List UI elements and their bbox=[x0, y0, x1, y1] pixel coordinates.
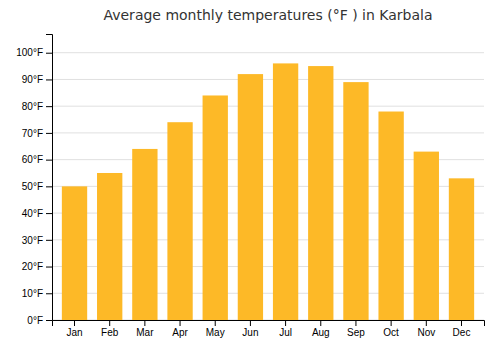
x-tick-label: May bbox=[206, 327, 225, 338]
x-tick-label: Sep bbox=[347, 327, 365, 338]
y-tick-label: 70°F bbox=[22, 128, 43, 139]
y-axis: 0°F 10°F 20°F 30°F 40°F 50°F 60°F 70°F 80°F 90°F 1… bbox=[16, 35, 52, 326]
x-tick: Sep bbox=[347, 320, 365, 338]
bar bbox=[414, 152, 439, 320]
bar bbox=[62, 186, 87, 320]
x-tick-mark bbox=[426, 320, 427, 326]
y-tick-mark bbox=[46, 79, 52, 80]
grid bbox=[52, 53, 484, 320]
x-tick: Dec bbox=[453, 320, 471, 338]
y-tick-label: 80°F bbox=[22, 101, 43, 112]
x-tick-mark bbox=[320, 320, 321, 326]
x-tick: Jul bbox=[279, 320, 292, 338]
grid-line bbox=[52, 132, 484, 133]
x-tick-label: Mar bbox=[136, 327, 154, 338]
x-tick-mark bbox=[391, 320, 392, 326]
grid-line bbox=[52, 79, 484, 80]
bar bbox=[449, 178, 474, 320]
y-tick: 70°F bbox=[22, 128, 52, 139]
y-tick-mark bbox=[46, 133, 52, 134]
x-tick-mark bbox=[144, 320, 145, 326]
x-tick: Aug bbox=[312, 320, 330, 338]
x-tick-label: Jul bbox=[279, 327, 292, 338]
x-tick-mark bbox=[461, 320, 462, 326]
y-tick: 0°F bbox=[27, 315, 52, 326]
y-tick-label: 40°F bbox=[22, 208, 43, 219]
bar bbox=[167, 122, 192, 320]
y-tick-mark bbox=[46, 320, 52, 321]
x-tick-mark bbox=[180, 320, 181, 326]
y-tick: 90°F bbox=[22, 74, 52, 85]
bar bbox=[238, 74, 263, 320]
title: Average monthly temperatures (°F ) in Ka… bbox=[103, 7, 432, 23]
x-tick-label: Aug bbox=[312, 327, 330, 338]
y-tick-label: 30°F bbox=[22, 235, 43, 246]
x-tick: Jun bbox=[242, 320, 258, 338]
y-tick: 50°F bbox=[22, 181, 52, 192]
y-tick-mark bbox=[46, 267, 52, 268]
bar bbox=[308, 66, 333, 320]
y-tick: 10°F bbox=[22, 288, 52, 299]
bar bbox=[132, 149, 157, 320]
y-tick-mark bbox=[46, 213, 52, 214]
y-tick-mark bbox=[46, 106, 52, 107]
y-tick-label: 60°F bbox=[22, 154, 43, 165]
y-tick: 20°F bbox=[22, 261, 52, 272]
x-tick-label: Apr bbox=[172, 327, 188, 338]
x-tick: Jan bbox=[66, 320, 82, 338]
x-tick-label: Nov bbox=[417, 327, 435, 338]
chart: 0°F 10°F 20°F 30°F 40°F 50°F 60°F 70°F 80°F 90°F 1… bbox=[0, 0, 500, 350]
x-tick: Apr bbox=[172, 320, 188, 338]
x-tick-mark bbox=[109, 320, 110, 326]
y-tick-label: 50°F bbox=[22, 181, 43, 192]
y-tick-mark bbox=[46, 293, 52, 294]
y-tick-mark bbox=[46, 240, 52, 241]
y-tick-mark bbox=[46, 53, 52, 54]
y-tick: 40°F bbox=[22, 208, 52, 219]
x-tick: Oct bbox=[383, 320, 399, 338]
x-tick: Feb bbox=[101, 320, 119, 338]
x-tick-mark bbox=[285, 320, 286, 326]
y-tick-mark bbox=[46, 186, 52, 187]
x-tick: Nov bbox=[417, 320, 435, 338]
x-axis: Jan Feb Mar Apr May Jun Jul Aug Sep Oct Nov Dec bbox=[53, 320, 485, 338]
x-tick-label: Dec bbox=[453, 327, 471, 338]
bar bbox=[343, 82, 368, 320]
y-axis-line bbox=[46, 35, 53, 321]
x-tick-mark bbox=[215, 320, 216, 326]
x-tick-mark bbox=[250, 320, 251, 326]
y-tick-label: 20°F bbox=[22, 261, 43, 272]
bar bbox=[203, 95, 228, 320]
y-tick: 80°F bbox=[22, 101, 52, 112]
x-axis-line bbox=[53, 321, 485, 327]
x-tick-label: Jun bbox=[242, 327, 258, 338]
y-tick-label: 10°F bbox=[22, 288, 43, 299]
y-tick-mark bbox=[46, 160, 52, 161]
y-tick: 30°F bbox=[22, 235, 52, 246]
y-tick-label: 90°F bbox=[22, 74, 43, 85]
y-tick-label: 100°F bbox=[16, 47, 43, 58]
plot: 0°F 10°F 20°F 30°F 40°F 50°F 60°F 70°F 80°F 90°F 1… bbox=[16, 35, 484, 339]
y-tick-label: 0°F bbox=[27, 315, 43, 326]
bars bbox=[62, 63, 474, 320]
x-tick-label: Feb bbox=[101, 327, 119, 338]
x-tick-mark bbox=[74, 320, 75, 326]
x-tick: May bbox=[206, 320, 225, 338]
x-tick-label: Oct bbox=[383, 327, 399, 338]
grid-line bbox=[52, 106, 484, 107]
grid-line bbox=[52, 52, 484, 53]
bar bbox=[97, 173, 122, 320]
x-tick-mark bbox=[355, 320, 356, 326]
y-tick: 60°F bbox=[22, 154, 52, 165]
bar bbox=[378, 112, 403, 320]
y-tick: 100°F bbox=[16, 47, 52, 58]
bar bbox=[273, 63, 298, 320]
x-tick: Mar bbox=[136, 320, 154, 338]
x-tick-label: Jan bbox=[66, 327, 82, 338]
